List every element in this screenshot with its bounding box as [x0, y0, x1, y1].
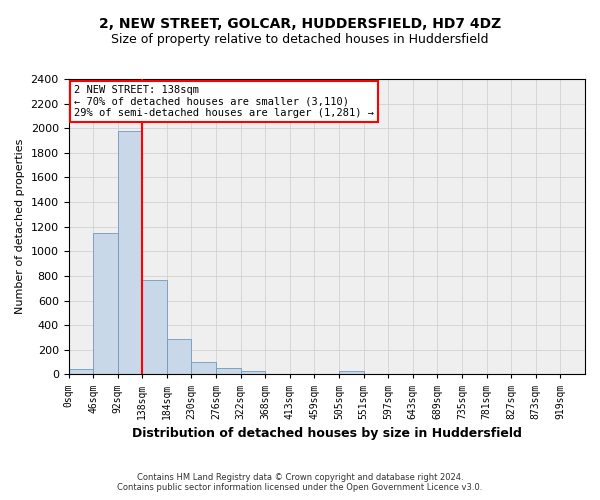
- Text: Size of property relative to detached houses in Huddersfield: Size of property relative to detached ho…: [111, 32, 489, 46]
- Bar: [339, 372, 364, 374]
- X-axis label: Distribution of detached houses by size in Huddersfield: Distribution of detached houses by size …: [132, 427, 522, 440]
- Bar: [191, 362, 216, 374]
- Bar: [68, 369, 93, 374]
- Text: Contains HM Land Registry data © Crown copyright and database right 2024.
Contai: Contains HM Land Registry data © Crown c…: [118, 473, 482, 492]
- Bar: [167, 340, 191, 374]
- Y-axis label: Number of detached properties: Number of detached properties: [15, 139, 25, 314]
- Text: 2 NEW STREET: 138sqm
← 70% of detached houses are smaller (3,110)
29% of semi-de: 2 NEW STREET: 138sqm ← 70% of detached h…: [74, 85, 374, 118]
- Bar: [216, 368, 241, 374]
- Bar: [93, 233, 118, 374]
- Text: 2, NEW STREET, GOLCAR, HUDDERSFIELD, HD7 4DZ: 2, NEW STREET, GOLCAR, HUDDERSFIELD, HD7…: [99, 18, 501, 32]
- Bar: [241, 370, 265, 374]
- Bar: [118, 130, 142, 374]
- Bar: [142, 280, 167, 374]
